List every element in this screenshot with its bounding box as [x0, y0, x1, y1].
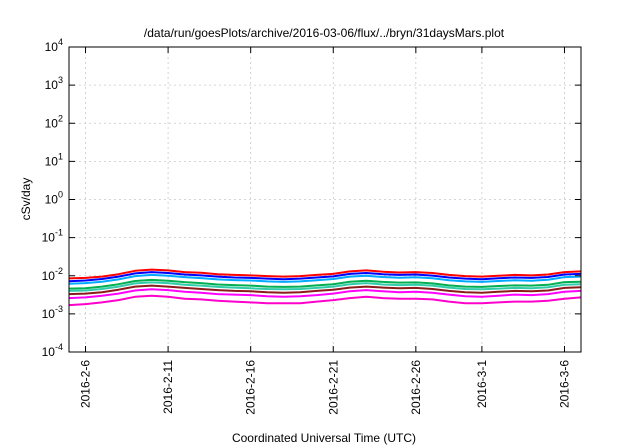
y-tick-label: 10-4	[42, 342, 63, 359]
x-tick-label: 2016-2-26	[409, 360, 423, 415]
x-tick-label: 2016-2-21	[326, 360, 340, 415]
series-line-5	[68, 281, 582, 292]
series-line-4	[68, 278, 582, 290]
y-tick-label: 102	[45, 113, 63, 130]
y-tick-label: 100	[45, 190, 63, 207]
y-tick-label: 10-1	[42, 228, 63, 245]
series-line-2	[68, 271, 582, 283]
y-tick-label: 10-3	[42, 304, 63, 321]
y-tick-label: 101	[45, 151, 63, 168]
grid	[69, 47, 581, 352]
series-line-8	[68, 294, 582, 307]
series-line-1	[68, 268, 582, 280]
series-group	[68, 268, 582, 307]
chart-title: /data/run/goesPlots/archive/2016-03-06/f…	[144, 26, 505, 40]
series-line-7	[68, 288, 582, 300]
y-tick-label: 104	[45, 37, 63, 54]
y-axis-label: cSv/day	[19, 178, 33, 221]
x-tick-label: 2016-2-16	[244, 360, 258, 415]
x-tick-label: 2016-3-1	[475, 360, 489, 408]
x-tick-label: 2016-2-6	[79, 360, 93, 408]
y-tick-label: 10-2	[42, 266, 63, 283]
x-axis-label: Coordinated Universal Time (UTC)	[232, 431, 416, 445]
series-line-3	[68, 273, 582, 285]
x-tick-label: 2016-3-6	[557, 360, 571, 408]
y-tick-label: 103	[45, 75, 63, 92]
x-tick-label: 2016-2-11	[161, 360, 175, 414]
series-line-6	[68, 284, 582, 296]
tick-group: 10-4 10-3 10-2 10-1 100 101 102 103 104 2016-2-6 2…	[42, 37, 581, 415]
